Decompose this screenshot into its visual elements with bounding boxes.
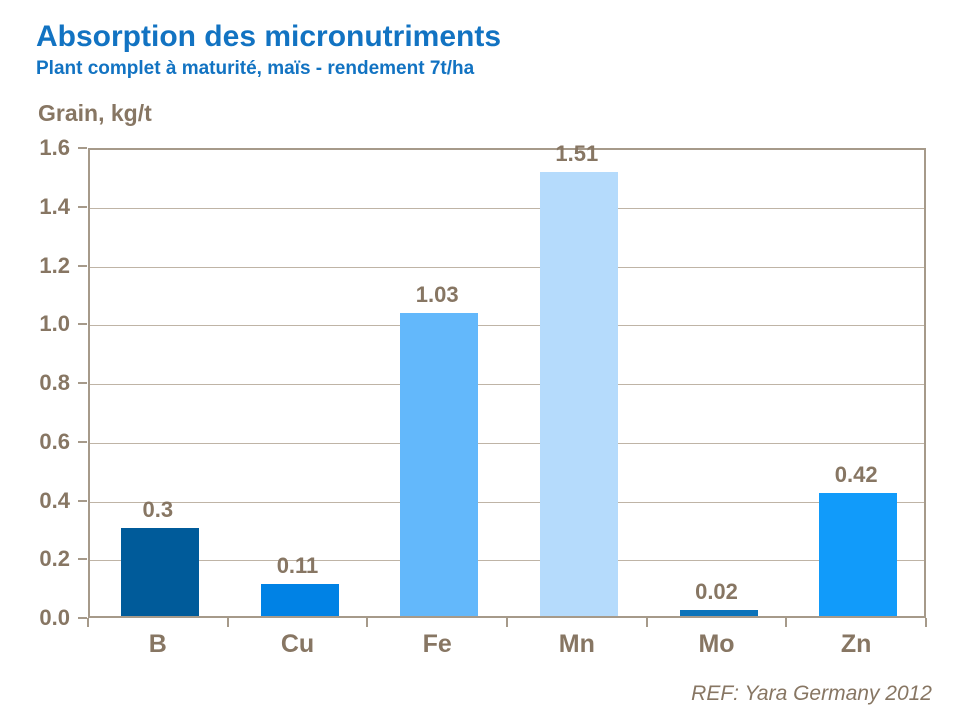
bar-B — [121, 528, 199, 616]
y-tick-label-0.0: 0.0 — [39, 605, 70, 630]
bar-Zn — [819, 493, 897, 616]
x-tick-mark-2 — [366, 618, 368, 627]
gridline-y-1.0 — [90, 325, 924, 327]
value-label-Mo: 0.02 — [695, 579, 738, 604]
value-label-Fe: 1.03 — [415, 282, 459, 307]
y-axis-title: Grain, kg/t — [38, 100, 152, 126]
x-tick-mark-1 — [227, 618, 229, 627]
bar-Mo — [680, 610, 758, 616]
x-category-label-B: B — [148, 630, 167, 658]
x-category-label-Mo: Mo — [698, 630, 735, 658]
gridline-y-0.4 — [90, 501, 924, 503]
x-category-label-Mn: Mn — [558, 630, 595, 658]
y-tick-mark-0.0 — [78, 617, 87, 619]
y-tick-label-1.2: 1.2 — [39, 252, 70, 278]
value-label-Cu: 0.11 — [276, 553, 319, 578]
value-label-Mn: 1.51 — [555, 141, 599, 166]
chart-title: Absorption des micronutriments — [36, 20, 502, 53]
y-tick-mark-0.6 — [78, 440, 87, 443]
x-category-label-Cu: Cu — [280, 630, 315, 658]
x-tick-mark-6 — [925, 618, 927, 627]
value-label-Zn: 0.42 — [834, 462, 878, 487]
y-tick-label-1.4: 1.4 — [39, 193, 70, 219]
x-category-label-Fe: Fe — [422, 630, 452, 658]
x-tick-mark-5 — [785, 618, 787, 627]
value-label-B: 0.3 — [142, 497, 174, 522]
reference-text: REF: Yara Germany 2012 — [691, 682, 932, 705]
bar-Fe — [400, 313, 478, 616]
bar-Mn — [540, 172, 618, 616]
x-category-label-Zn: Zn — [840, 630, 872, 658]
bar-Cu — [261, 584, 339, 616]
y-tick-label-0.4: 0.4 — [39, 487, 70, 513]
y-tick-label-0.8: 0.8 — [39, 370, 70, 395]
chart-subtitle: Plant complet à maturité, maïs - rendeme… — [36, 58, 475, 79]
gridline-y-1.2 — [90, 266, 924, 268]
y-tick-mark-1.0 — [78, 323, 87, 326]
plot-area — [88, 148, 926, 618]
x-tick-mark-0 — [87, 618, 89, 627]
x-tick-mark-3 — [506, 618, 508, 627]
y-tick-mark-0.8 — [78, 382, 87, 384]
y-tick-mark-1.6 — [78, 147, 87, 149]
y-tick-label-0.6: 0.6 — [39, 428, 70, 454]
gridline-y-0.2 — [90, 560, 924, 562]
y-tick-mark-1.2 — [78, 264, 87, 267]
gridline-y-0.6 — [90, 442, 924, 444]
y-tick-label-1.6: 1.6 — [39, 135, 70, 160]
x-tick-mark-4 — [646, 618, 648, 627]
y-tick-label-1.0: 1.0 — [39, 311, 70, 337]
gridline-y-0.8 — [90, 384, 924, 385]
gridline-y-1.4 — [90, 207, 924, 209]
y-tick-mark-1.4 — [78, 205, 87, 208]
y-tick-mark-0.4 — [78, 499, 87, 502]
y-tick-label-0.2: 0.2 — [39, 546, 70, 572]
y-tick-mark-0.2 — [78, 558, 87, 561]
